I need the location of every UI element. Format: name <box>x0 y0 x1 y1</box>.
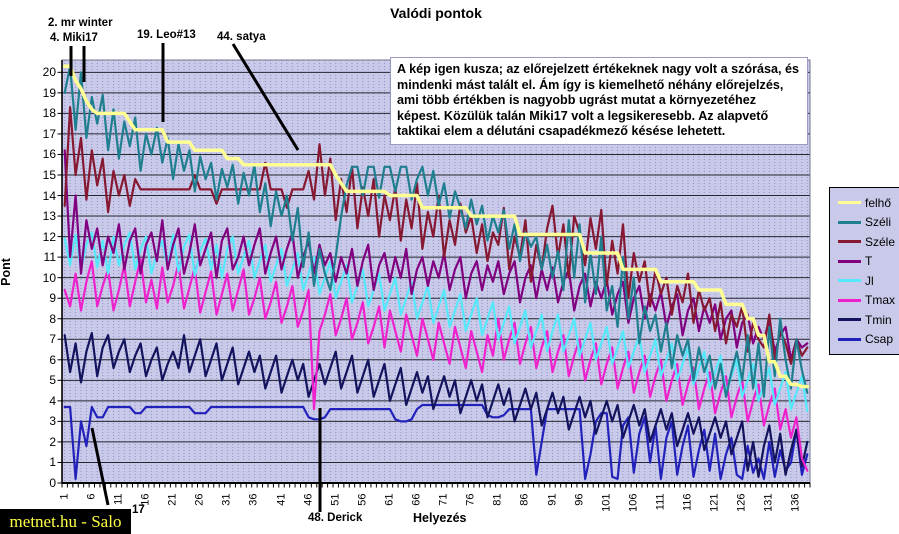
x-tick-label: 106 <box>627 493 640 512</box>
legend-swatch-tmin-icon <box>838 318 861 322</box>
y-tick-label: 10 <box>42 270 56 285</box>
series-line-jl <box>63 231 809 413</box>
x-tick-label: 126 <box>735 493 748 512</box>
x-tick-label: 136 <box>789 493 802 512</box>
legend-label: T <box>865 254 873 269</box>
legend-item-tmax: Tmax <box>838 291 899 311</box>
legend-item-tmin: Tmin <box>838 310 899 330</box>
series-line-sz-li <box>63 65 809 398</box>
y-tick-label: 20 <box>42 65 56 80</box>
x-tick-label: 121 <box>708 493 721 512</box>
series-line-t <box>63 149 809 361</box>
legend-label: Tmax <box>865 293 895 308</box>
legend-swatch-t-icon <box>838 259 861 263</box>
legend-swatch-tmax-icon <box>838 298 861 302</box>
x-axis-ticks <box>61 483 811 488</box>
callout-label-satya: 44. satya <box>217 31 266 43</box>
y-tick-label: 19 <box>42 85 56 100</box>
y-tick-label: 5 <box>49 373 56 388</box>
x-tick-label: 51 <box>329 493 342 506</box>
watermark-badge: metnet.hu - Salo <box>0 509 131 534</box>
callout-label-leo13: 19. Leo#13 <box>137 29 196 41</box>
x-tick-label: 91 <box>546 493 559 506</box>
y-tick-label: 11 <box>43 250 56 265</box>
x-tick-label: 86 <box>518 493 531 506</box>
legend-swatch-sz-li-icon <box>838 220 861 224</box>
legend-item-sz-li: Széli <box>838 213 899 233</box>
legend-swatch-sz-le-icon <box>838 240 861 244</box>
y-tick-label: 13 <box>42 209 56 224</box>
x-tick-label: 131 <box>762 493 775 512</box>
y-tick-label: 18 <box>42 106 56 121</box>
y-tick-label: 1 <box>49 455 56 470</box>
x-tick-label: 81 <box>491 493 504 506</box>
x-tick-label: 16 <box>139 493 152 506</box>
series-line-tmax <box>63 258 809 472</box>
legend-label: Széle <box>865 234 896 249</box>
y-axis-ticks <box>57 71 62 484</box>
y-tick-label: 4 <box>49 393 56 408</box>
legend-box: felhő Széli Széle T Jl Tmax Tmin Csap <box>829 187 899 355</box>
legend-label: felhő <box>865 195 892 210</box>
legend-swatch-jl-icon <box>838 279 861 283</box>
y-tick-label: 14 <box>42 188 56 203</box>
legend-item-csap: Csap <box>838 330 899 350</box>
legend-item-jl: Jl <box>838 271 899 291</box>
legend-label: Széli <box>865 215 892 230</box>
x-tick-label: 46 <box>302 493 315 506</box>
y-tick-label: 12 <box>42 229 56 244</box>
x-tick-label: 111 <box>654 493 667 511</box>
y-tick-label: 9 <box>49 291 56 306</box>
series-line-sz-le <box>63 106 809 365</box>
series-line-felh- <box>62 64 810 389</box>
series-line-csap <box>63 403 809 480</box>
y-tick-label: 17 <box>42 126 56 141</box>
x-tick-label: 66 <box>410 493 423 506</box>
x-tick-label: 71 <box>437 493 450 506</box>
y-tick-label: 3 <box>49 414 56 429</box>
x-axis-title: Helyezés <box>413 511 467 525</box>
y-axis-title: Pont <box>0 258 13 286</box>
x-tick-label: 26 <box>193 493 206 506</box>
callout-label-partial-17: 17 <box>132 504 145 516</box>
y-tick-label: 15 <box>42 167 56 182</box>
x-tick-label: 36 <box>247 493 260 506</box>
x-tick-label: 31 <box>220 493 233 506</box>
callout-label-miki17: 4. Miki17 <box>50 32 98 44</box>
legend-item-t: T <box>838 252 899 272</box>
callout-label-derick: 48. Derick <box>308 512 363 524</box>
y-tick-label: 6 <box>49 352 56 367</box>
x-tick-label: 96 <box>573 493 586 506</box>
y-tick-label: 8 <box>49 311 56 326</box>
y-tick-label: 2 <box>49 434 56 449</box>
legend-label: Tmin <box>865 312 892 327</box>
x-tick-label: 21 <box>166 493 179 506</box>
legend-item-sz-le: Széle <box>838 232 899 252</box>
legend-item-felh-: felhő <box>838 193 899 213</box>
legend-label: Jl <box>865 273 874 288</box>
x-tick-label: 116 <box>681 493 694 512</box>
legend-label: Csap <box>865 332 894 347</box>
x-tick-label: 101 <box>600 493 613 512</box>
series-line-tmin <box>63 332 809 478</box>
annotation-text-box: A kép igen kusza; az előrejelzett értéke… <box>390 57 808 146</box>
x-tick-label: 56 <box>356 493 369 506</box>
chart-title: Valódi pontok <box>390 5 482 21</box>
y-tick-label: 0 <box>49 476 56 490</box>
y-tick-label: 7 <box>49 332 56 347</box>
legend-swatch-felh--icon <box>838 201 861 205</box>
callout-label-mr-winter: 2. mr winter <box>48 17 113 29</box>
callout-lines <box>69 43 322 512</box>
x-tick-label: 61 <box>383 493 396 506</box>
legend-swatch-csap-icon <box>838 337 861 341</box>
x-tick-label: 41 <box>275 493 288 506</box>
y-tick-label: 16 <box>42 147 56 162</box>
x-tick-label: 76 <box>464 493 477 506</box>
